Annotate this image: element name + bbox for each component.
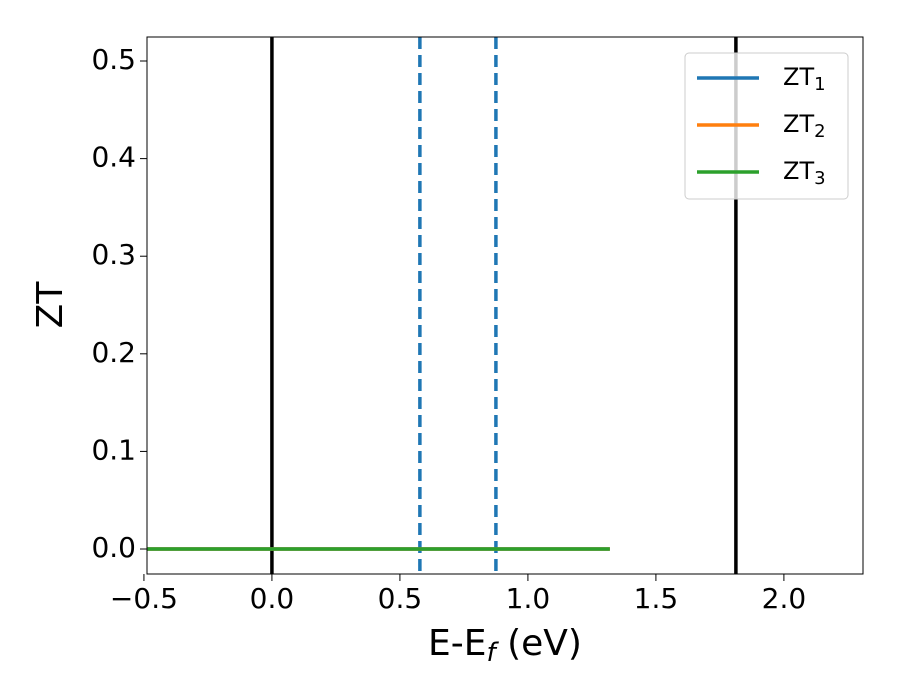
legend-label: ZT3: [783, 157, 826, 189]
legend-subscript: 3: [814, 168, 825, 189]
legend-subscript: 1: [814, 74, 825, 95]
y-tick-label: 0.2: [91, 336, 136, 369]
x-tick-label: −0.5: [110, 582, 178, 615]
x-label-main: E-E: [428, 623, 486, 664]
x-tick-label: 1.5: [634, 582, 679, 615]
x-label-unit: (eV): [496, 623, 582, 664]
x-axis-label: E-Ef (eV): [428, 623, 582, 668]
y-tick-label: 0.5: [91, 43, 136, 76]
legend-label: ZT2: [783, 110, 826, 142]
legend-name: ZT: [783, 63, 814, 91]
legend-label: ZT1: [783, 63, 826, 95]
y-tick-label: 0.1: [91, 433, 136, 466]
legend-subscript: 2: [814, 121, 825, 142]
x-tick-label: 2.0: [762, 582, 807, 615]
x-tick-label: 0.0: [250, 582, 295, 615]
x-tick-label: 0.5: [378, 582, 423, 615]
legend-name: ZT: [783, 157, 814, 185]
legend-box: [684, 52, 849, 200]
plot-frame: [146, 36, 864, 575]
y-axis-label: ZT: [30, 281, 71, 329]
y-tick-label: 0.0: [91, 531, 136, 564]
y-tick-label: 0.4: [91, 141, 136, 174]
x-tick-label: 1.0: [506, 582, 551, 615]
y-tick-label: 0.3: [91, 238, 136, 271]
legend-name: ZT: [783, 110, 814, 138]
